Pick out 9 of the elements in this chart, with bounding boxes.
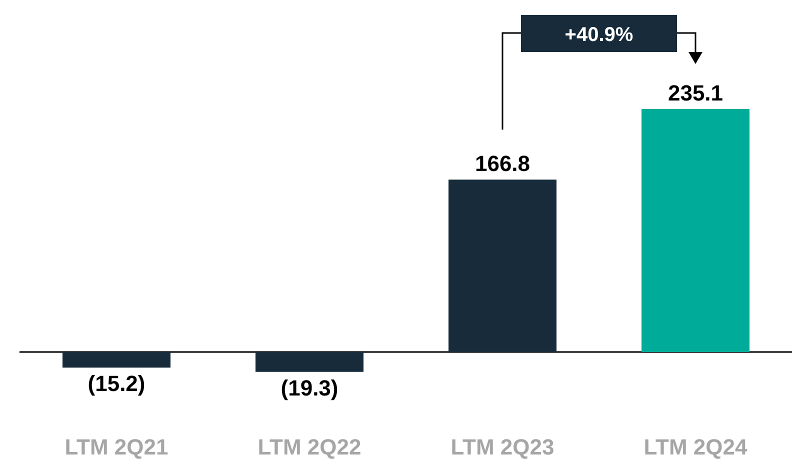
text: +40.9% xyxy=(564,24,634,46)
x-tick-label: LTM 2Q21 xyxy=(64,434,168,459)
x-tick-label: LTM 2Q24 xyxy=(644,434,748,459)
data-label: (19.3) xyxy=(280,375,338,400)
x-tick-label: LTM 2Q22 xyxy=(258,434,362,459)
data-label: 166.8 xyxy=(474,151,530,176)
x-tick-label: LTM 2Q23 xyxy=(450,434,554,459)
data-label: 235.1 xyxy=(668,80,724,106)
data-label: (15.2) xyxy=(88,371,146,396)
